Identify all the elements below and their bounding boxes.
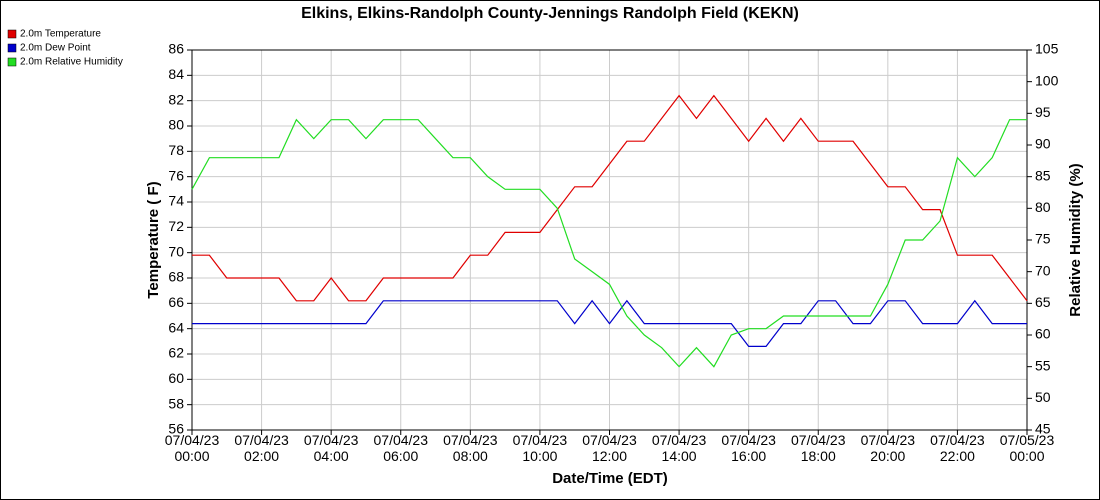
y-tick-label: 74 [168, 193, 184, 209]
x-tick-label: 07/04/23 20:00 [860, 432, 916, 464]
y-tick-label: 84 [168, 66, 184, 82]
y-tick-label: 86 [168, 41, 184, 57]
y-tick-label: 58 [168, 395, 184, 411]
y-tick-label: 82 [168, 91, 184, 107]
y2-tick-label: 80 [1035, 199, 1051, 215]
x-tick-label: 07/04/23 12:00 [582, 432, 637, 464]
x-tick-label: 07/04/23 22:00 [930, 432, 985, 464]
y2-tick-label: 85 [1035, 167, 1051, 183]
y2-tick-label: 75 [1035, 231, 1051, 247]
plot-frame [191, 49, 1028, 431]
y-tick-label: 60 [168, 370, 184, 386]
y-tick-label: 78 [168, 142, 184, 158]
legend-swatch [7, 29, 17, 39]
y-tick-label: 62 [168, 345, 184, 361]
y2-tick-label: 55 [1035, 357, 1051, 373]
legend-swatch [7, 57, 17, 67]
y-axis-title: Temperature ( F) [145, 181, 162, 298]
legend-swatch [7, 43, 17, 53]
y-tick-label: 68 [168, 269, 184, 285]
y-tick-label: 76 [168, 167, 184, 183]
y-tick-label: 72 [168, 218, 184, 234]
x-tick-label: 07/04/23 14:00 [651, 432, 707, 464]
legend-label: 2.0m Dew Point [20, 43, 91, 54]
x-tick-label: 07/04/23 02:00 [234, 432, 289, 464]
x-axis-title: Date/Time (EDT) [552, 470, 668, 487]
x-tick-label: 07/04/23 08:00 [443, 432, 498, 464]
chart-title: Elkins, Elkins-Randolph County-Jennings … [301, 5, 799, 22]
x-tick-label: 07/04/23 18:00 [791, 432, 846, 464]
legend-label: 2.0m Temperature [20, 29, 101, 40]
y2-tick-label: 90 [1035, 136, 1051, 152]
y-tick-label: 70 [168, 243, 184, 259]
y2-tick-label: 60 [1035, 326, 1051, 342]
y2-axis-title: Relative Humidity (%) [1067, 163, 1084, 316]
x-tick-label: 07/04/23 04:00 [303, 432, 359, 464]
y-tick-label: 64 [168, 319, 184, 335]
series-line [191, 118, 1027, 368]
y2-tick-label: 105 [1035, 41, 1059, 57]
y2-tick-label: 45 [1035, 421, 1051, 437]
series-line [192, 299, 1027, 347]
y2-tick-label: 100 [1035, 72, 1059, 88]
x-tick-label: 07/04/23 06:00 [373, 432, 429, 464]
x-tick-label: 07/05/23 00:00 [999, 432, 1055, 464]
legend-label: 2.0m Relative Humidity [20, 57, 123, 68]
y-tick-label: 56 [168, 421, 184, 437]
y2-tick-label: 70 [1035, 262, 1051, 278]
y2-tick-label: 50 [1035, 389, 1051, 405]
x-tick-label: 07/04/23 00:00 [164, 432, 220, 464]
y-tick-label: 66 [168, 294, 184, 310]
y2-tick-label: 95 [1035, 104, 1051, 120]
y2-tick-label: 65 [1035, 294, 1051, 310]
x-tick-label: 07/04/23 10:00 [512, 432, 568, 464]
x-tick-label: 07/04/23 16:00 [721, 432, 776, 464]
y-tick-label: 80 [168, 117, 184, 133]
series-line [192, 94, 1028, 302]
